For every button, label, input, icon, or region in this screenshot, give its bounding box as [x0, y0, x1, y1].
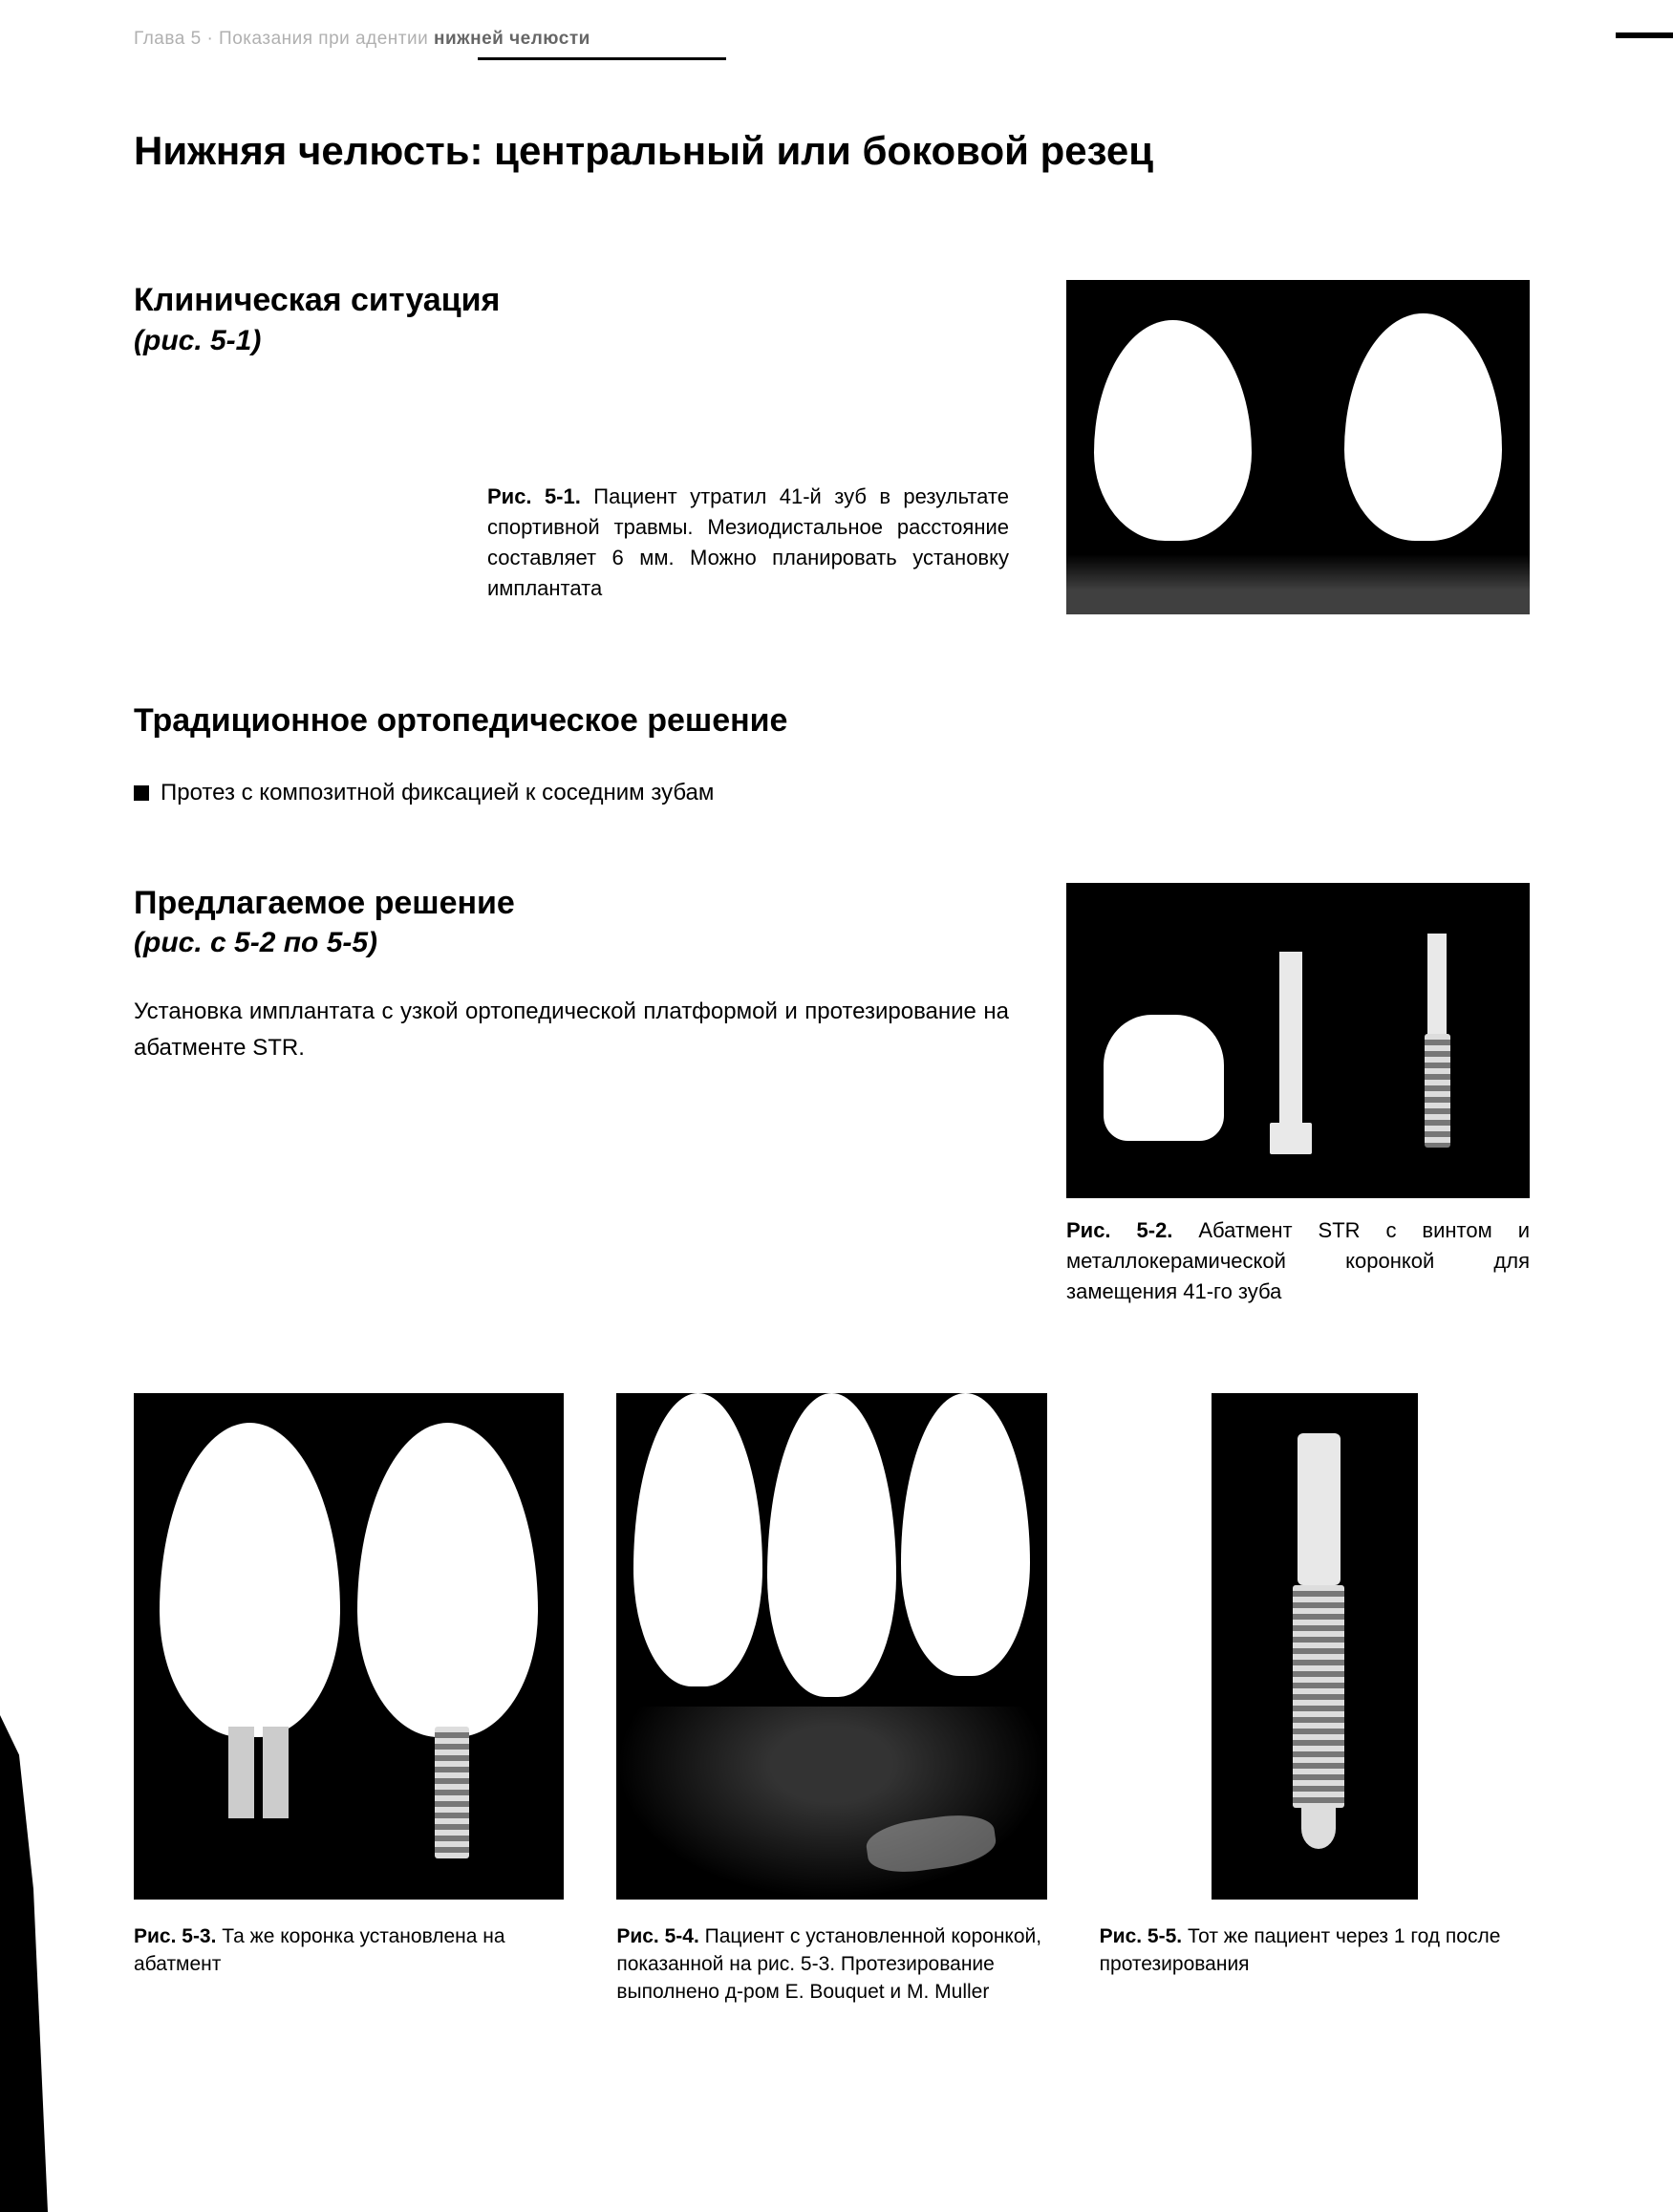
figure-5-1 [1066, 280, 1530, 614]
scan-edge-artifact [0, 1715, 48, 2212]
figure-5-2 [1066, 883, 1530, 1198]
figref-proposed: (рис. с 5-2 по 5-5) [134, 927, 1009, 959]
caption-5-2-label: Рис. 5-2. [1066, 1218, 1172, 1242]
head-rule [478, 57, 726, 60]
page-title: Нижняя челюсть: центральный или боковой … [134, 127, 1530, 175]
bullet-traditional: Протез с композитной фиксацией к соседни… [134, 780, 1530, 806]
caption-5-1-label: Рис. 5-1. [487, 484, 581, 508]
caption-5-1: Рис. 5-1. Пациент утратил 41-й зуб в рез… [487, 482, 1009, 604]
row-clinical: Клиническая ситуация (рис. 5-1) Рис. 5-1… [134, 280, 1530, 614]
figure-5-4 [616, 1393, 1046, 1900]
figure-5-3 [134, 1393, 564, 1900]
caption-5-3-label: Рис. 5-3. [134, 1925, 216, 1947]
running-head: Глава 5 · Показания при адентии нижней ч… [134, 29, 1530, 50]
caption-5-3: Рис. 5-3. Та же коронка установлена на а… [134, 1922, 564, 1979]
caption-5-5: Рис. 5-5. Тот же пациент через 1 год пос… [1100, 1922, 1530, 1979]
page-corner-mark [1616, 32, 1673, 38]
body-proposed: Установка имплантата с узкой ортопедичес… [134, 994, 1009, 1064]
caption-5-2: Рис. 5-2. Абатмент STR с винтом и металл… [1066, 1215, 1530, 1307]
row-proposed: Предлагаемое решение (рис. с 5-2 по 5-5)… [134, 883, 1530, 1307]
caption-5-5-label: Рис. 5-5. [1100, 1925, 1182, 1947]
row-figures-bottom: Рис. 5-3. Та же коронка установлена на а… [134, 1393, 1530, 2007]
running-head-strong: нижней челюсти [428, 29, 590, 49]
caption-5-4-label: Рис. 5-4. [616, 1925, 698, 1947]
running-head-faint: Глава 5 · Показания при адентии [134, 29, 428, 49]
heading-clinical: Клиническая ситуация [134, 280, 1009, 321]
heading-proposed: Предлагаемое решение [134, 883, 1009, 924]
heading-traditional: Традиционное ортопедическое решение [134, 700, 822, 741]
bullet-traditional-text: Протез с композитной фиксацией к соседни… [161, 780, 714, 806]
caption-5-4: Рис. 5-4. Пациент с установленной коронк… [616, 1922, 1046, 2007]
figref-clinical: (рис. 5-1) [134, 325, 1009, 357]
figure-5-5 [1100, 1393, 1530, 1900]
bullet-square-icon [134, 785, 149, 801]
